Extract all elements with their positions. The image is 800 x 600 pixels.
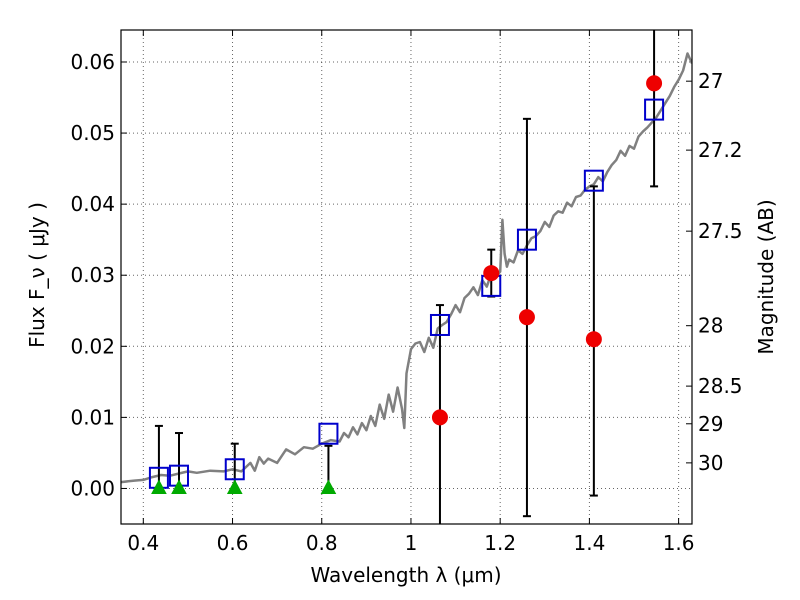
y-tick-label: 0.04 <box>70 192 115 216</box>
observed-point <box>585 331 602 348</box>
observed-point <box>431 409 448 426</box>
y-tick-label: 0.06 <box>70 50 115 74</box>
plot-frame <box>120 29 693 525</box>
x-tick-label: 0.8 <box>306 531 338 555</box>
x-tick-label: 0.4 <box>127 531 159 555</box>
right-tick-label: 29 <box>698 412 723 436</box>
plot-area <box>121 30 692 524</box>
x-tick-label: 1.2 <box>484 531 516 555</box>
x-tick-label: 1.6 <box>663 531 695 555</box>
y-axis-label-right: Magnitude (AB) <box>754 199 778 354</box>
right-tick-label: 27 <box>698 69 723 93</box>
upper-limit-triangle <box>151 479 167 494</box>
x-tick-label: 1 <box>405 531 418 555</box>
right-tick-label: 28 <box>698 314 723 338</box>
y-tick-label: 0.02 <box>70 334 115 358</box>
right-tick-label: 28.5 <box>698 374 743 398</box>
y-axis-label-left: Flux F_ν ( μJy ) <box>25 202 49 348</box>
y-tick-label: 0.05 <box>70 121 115 145</box>
x-tick-label: 1.4 <box>573 531 605 555</box>
observed-point <box>483 265 500 282</box>
x-axis-label: Wavelength λ (μm) <box>310 563 501 587</box>
y-tick-label: 0.00 <box>70 476 115 500</box>
model-photometry-square <box>644 98 665 121</box>
observed-point <box>518 309 535 326</box>
y-tick-label: 0.03 <box>70 263 115 287</box>
right-tick-label: 27.2 <box>698 138 743 162</box>
axes: 0.4 0.6 0.8 1 1.2 1.4 1.6 0.00 0.01 0.02 0.03 0.04 0… <box>70 30 743 555</box>
model-photometry-square <box>429 313 450 336</box>
upper-limit-triangle <box>226 479 243 494</box>
model-photometry-square <box>318 422 339 445</box>
y-tick-label: 0.01 <box>70 405 115 429</box>
x-tick-label: 0.6 <box>217 531 249 555</box>
model-photometry-square <box>224 458 245 481</box>
right-tick-label: 27.5 <box>698 219 743 243</box>
right-tick-label: 30 <box>698 451 723 475</box>
observed-point <box>646 75 663 92</box>
upper-limit-triangle <box>171 479 187 494</box>
sed-model-line <box>121 52 692 484</box>
grid <box>121 30 692 524</box>
model-photometry-square <box>583 169 604 192</box>
upper-limit-triangle <box>320 479 337 494</box>
model-photometry-square <box>516 228 537 251</box>
